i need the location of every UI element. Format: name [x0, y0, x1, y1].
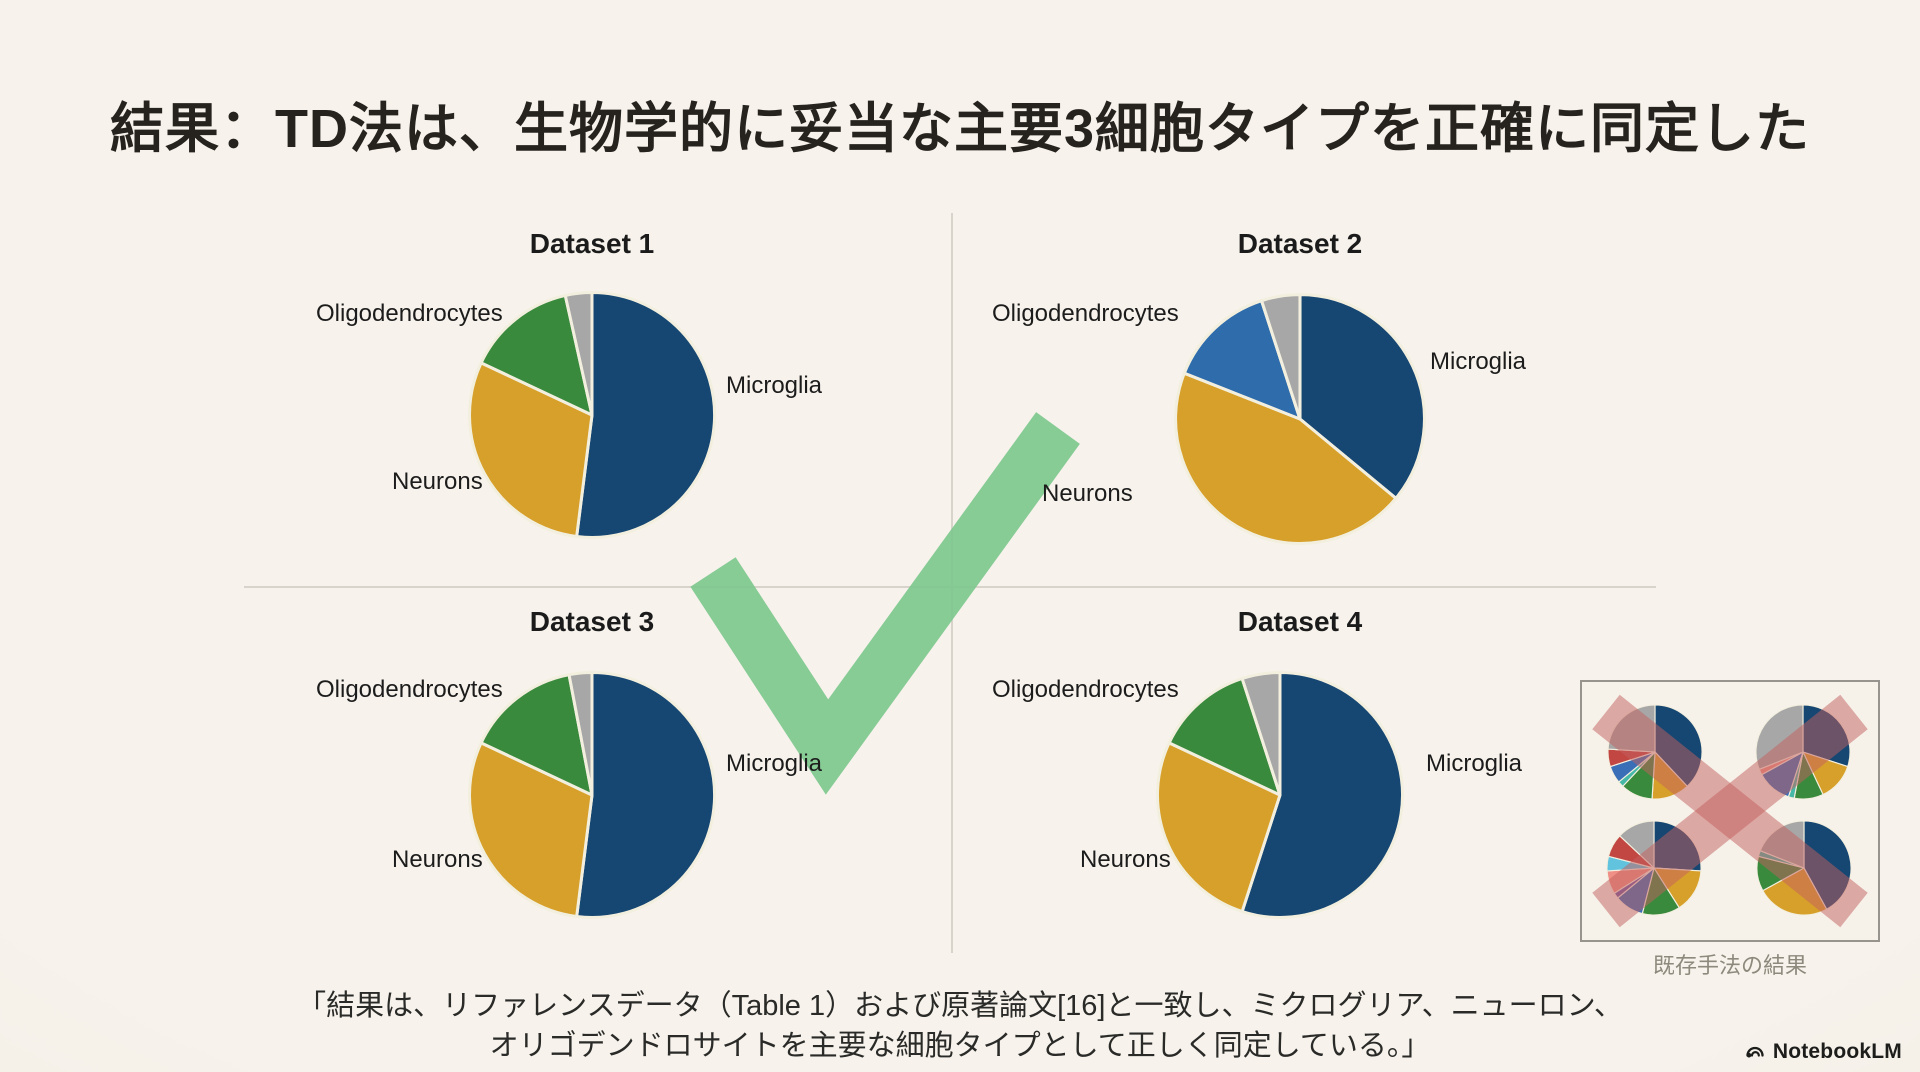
dataset-1-title: Dataset 1 [529, 228, 655, 259]
dataset-3-label-oligodendrocytes: Oligodendrocytes [316, 676, 503, 703]
dataset-3-label-neurons: Neurons [392, 846, 483, 873]
dataset-4-label-neurons: Neurons [1080, 846, 1171, 873]
legacy-inset-caption: 既存手法の結果 [1652, 953, 1807, 978]
brand-name: NotebookLM [1772, 1040, 1902, 1063]
dataset-1-label-oligodendrocytes: Oligodendrocytes [316, 300, 503, 327]
dataset-2-label-microglia: Microglia [1430, 348, 1527, 375]
dataset-4-title: Dataset 4 [1237, 606, 1363, 637]
dataset-4-label-microglia: Microglia [1426, 750, 1523, 777]
legacy-methods-inset [1580, 680, 1880, 942]
brand-watermark: NotebookLM [1743, 1040, 1902, 1064]
cross-icon [1592, 694, 1868, 928]
notebooklm-logo-icon [1746, 1046, 1764, 1058]
dataset-1-label-microglia: Microglia [726, 372, 823, 399]
quadrant-divider-horizontal [244, 586, 1656, 588]
quadrant-divider-vertical [951, 213, 953, 953]
dataset-2-title: Dataset 2 [1237, 228, 1363, 259]
pie-chart-dataset-2 [1173, 292, 1427, 546]
dataset-2-label-neurons: Neurons [1042, 480, 1133, 507]
page-title: 結果：TD法は、生物学的に妥当な主要3細胞タイプを正確に同定した [109, 99, 1810, 159]
pie-chart-dataset-1 [467, 290, 717, 540]
conclusion-quote-line-2: オリゴデンドロサイトを主要な細胞タイプとして正しく同定している。」 [489, 1030, 1431, 1063]
dataset-3-label-microglia: Microglia [726, 750, 823, 777]
dataset-4-label-oligodendrocytes: Oligodendrocytes [992, 676, 1179, 703]
conclusion-quote-line-1: 「結果は、リファレンスデータ（Table 1）および原著論文[16]と一致し、ミ… [297, 990, 1623, 1022]
dataset-3-title: Dataset 3 [529, 606, 655, 637]
pie-chart-dataset-3 [467, 670, 717, 920]
conclusion-quote: 「結果は、リファレンスデータ（Table 1）および原著論文[16]と一致し、ミ… [160, 986, 1760, 1066]
dataset-2-label-oligodendrocytes: Oligodendrocytes [992, 300, 1179, 327]
dataset-1-label-neurons: Neurons [392, 468, 483, 495]
pie-chart-dataset-4 [1155, 670, 1405, 920]
